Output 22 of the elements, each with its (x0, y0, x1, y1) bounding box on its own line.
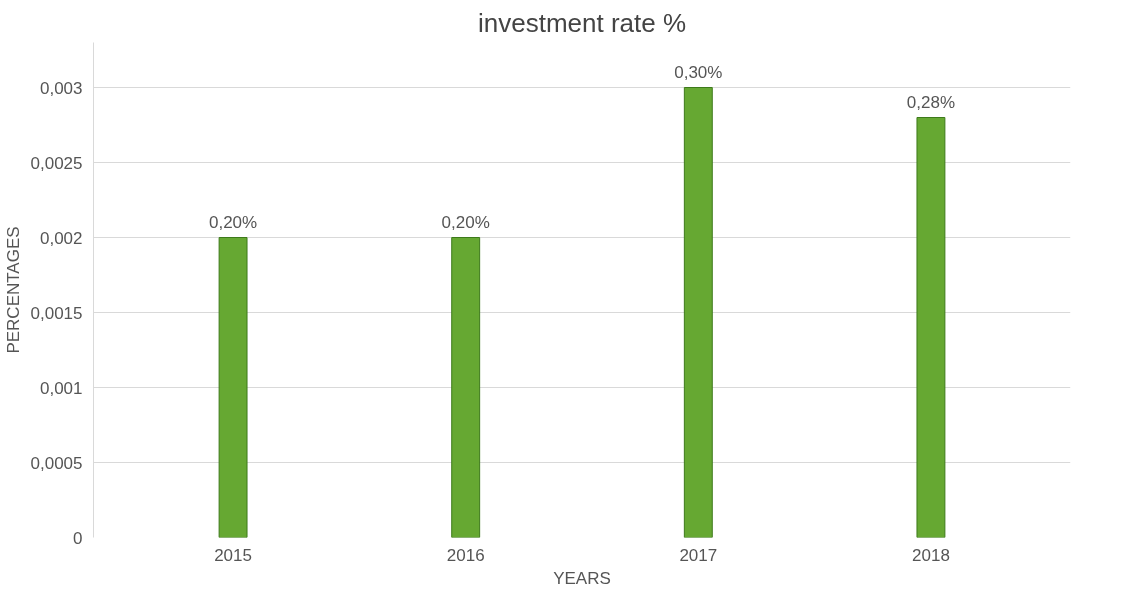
x-tick-label: 2018 (912, 545, 950, 565)
x-tick-label: 2017 (679, 545, 718, 565)
y-tick-label: 0,001 (39, 378, 83, 398)
x-tick-label: 2015 (214, 545, 252, 565)
y-tick-label: 0,0005 (30, 453, 83, 473)
y-tick-label: 0,0015 (30, 303, 83, 323)
x-tick-label: 2016 (446, 545, 485, 565)
bar (916, 117, 946, 538)
x-axis-title: YEARS (553, 568, 611, 588)
data-label: 0,20% (441, 212, 490, 232)
y-tick-label: 0,003 (39, 78, 83, 98)
bar (683, 87, 713, 538)
bar (218, 237, 248, 538)
y-tick-label: 0,002 (39, 228, 83, 248)
y-tick-label: 0,0025 (30, 153, 83, 173)
data-label: 0,28% (906, 92, 956, 112)
data-label: 0,30% (674, 62, 723, 82)
data-label: 0,20% (208, 212, 258, 232)
y-tick-label: 0 (73, 528, 83, 548)
bar (451, 237, 481, 538)
chart-title: investment rate % (477, 7, 687, 38)
y-axis-title: PERCENTAGES (3, 226, 23, 354)
